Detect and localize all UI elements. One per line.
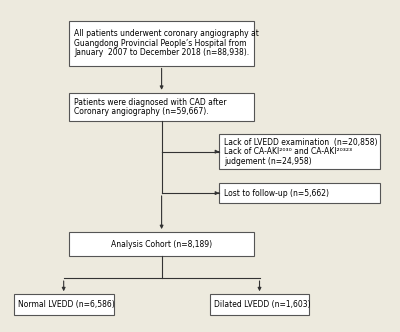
Text: judgement (n=24,958): judgement (n=24,958) xyxy=(224,157,312,166)
FancyBboxPatch shape xyxy=(70,21,254,66)
Text: Patients were diagnosed with CAD after: Patients were diagnosed with CAD after xyxy=(74,98,226,107)
FancyBboxPatch shape xyxy=(219,183,380,204)
Text: Lost to follow-up (n=5,662): Lost to follow-up (n=5,662) xyxy=(224,189,329,198)
FancyBboxPatch shape xyxy=(70,93,254,122)
FancyBboxPatch shape xyxy=(219,134,380,169)
Text: Coronary angiography (n=59,667).: Coronary angiography (n=59,667). xyxy=(74,107,209,116)
FancyBboxPatch shape xyxy=(70,232,254,256)
Text: Analysis Cohort (n=8,189): Analysis Cohort (n=8,189) xyxy=(111,240,212,249)
Text: Dilated LVEDD (n=1,603): Dilated LVEDD (n=1,603) xyxy=(214,300,311,309)
Text: Normal LVEDD (n=6,586): Normal LVEDD (n=6,586) xyxy=(18,300,115,309)
Text: Lack of LVEDD examination  (n=20,858): Lack of LVEDD examination (n=20,858) xyxy=(224,137,377,147)
Text: Lack of CA-AKI²⁰³⁰ and CA-AKI²⁰³²³: Lack of CA-AKI²⁰³⁰ and CA-AKI²⁰³²³ xyxy=(224,147,352,156)
FancyBboxPatch shape xyxy=(210,294,310,315)
Text: All patients underwent coronary angiography at: All patients underwent coronary angiogra… xyxy=(74,29,259,38)
Text: January  2007 to December 2018 (n=88,938).: January 2007 to December 2018 (n=88,938)… xyxy=(74,48,249,57)
Text: Guangdong Provincial People’s Hospital from: Guangdong Provincial People’s Hospital f… xyxy=(74,39,246,48)
FancyBboxPatch shape xyxy=(14,294,114,315)
